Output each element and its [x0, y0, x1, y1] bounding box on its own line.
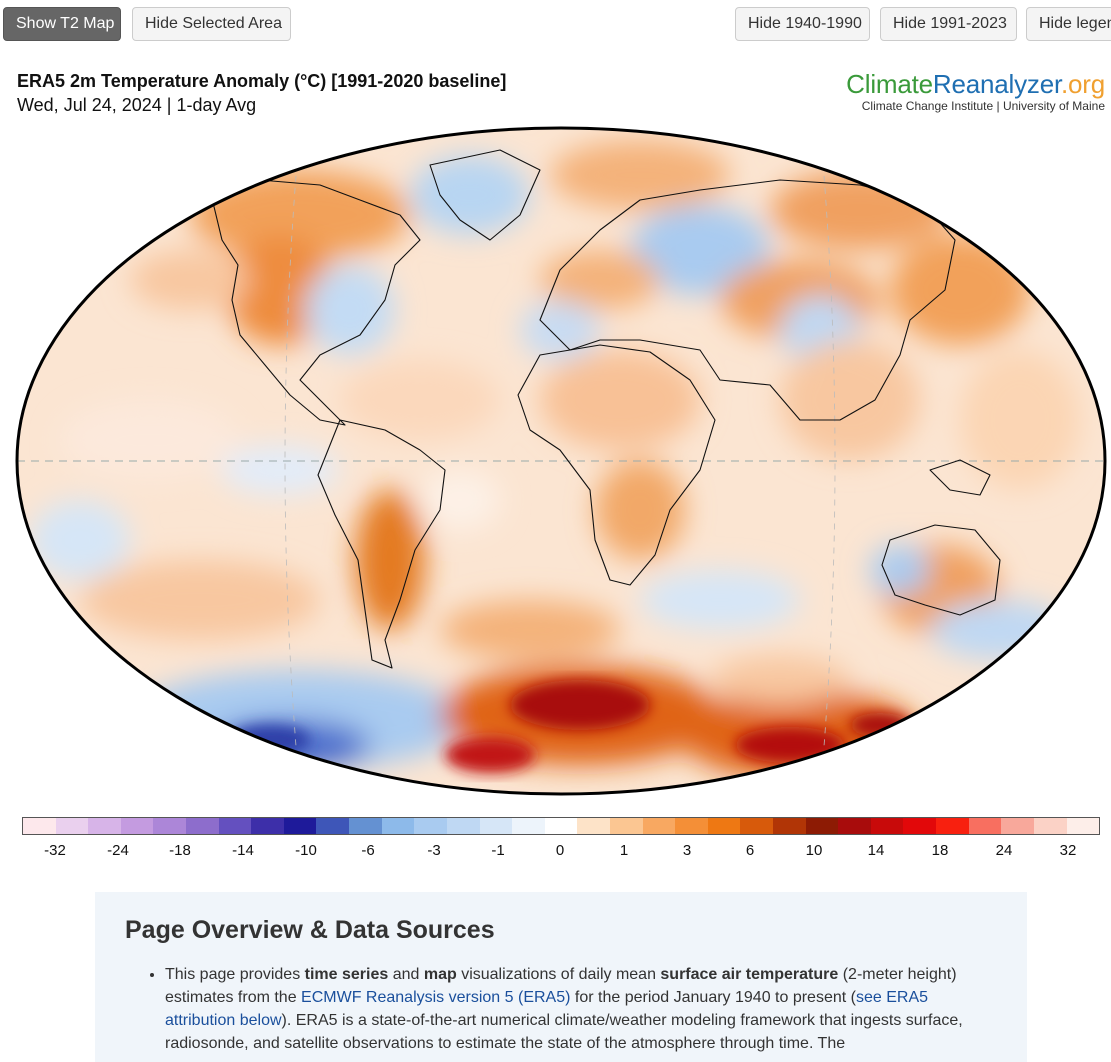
colorbar-swatch: [642, 818, 676, 834]
colorbar-swatch: [903, 818, 937, 834]
colorbar-tick-label: 24: [995, 842, 1013, 859]
logo-part-org: .org: [1060, 69, 1105, 99]
colorbar-swatch: [1033, 818, 1067, 834]
colorbar-swatch: [316, 818, 350, 834]
north-america-outline: [209, 179, 421, 426]
colorbar-tick-label: 6: [745, 842, 755, 859]
hide-selected-area-button[interactable]: Hide Selected Area: [132, 7, 291, 41]
overview-text: This page provides: [165, 966, 305, 983]
colorbar-swatch: [609, 818, 643, 834]
colorbar-tick-label: -18: [169, 842, 191, 859]
overview-item: This page provides time series and map v…: [165, 963, 997, 1055]
colorbar-tick-label: 32: [1059, 842, 1077, 859]
overview-text: visualizations of daily mean: [456, 966, 661, 983]
colorbar-tick-label: 1: [619, 842, 629, 859]
colorbar-tick-label: -1: [491, 842, 505, 859]
africa-outline: [517, 344, 716, 586]
logo-part-climate: Climate: [846, 69, 933, 99]
colorbar-tick-label: 3: [682, 842, 692, 859]
colorbar-tick-label: 0: [555, 842, 565, 859]
colorbar-tick-label: 14: [867, 842, 885, 859]
colorbar-swatch: [544, 818, 578, 834]
colorbar-swatch: [1066, 818, 1100, 834]
colorbar-swatch: [251, 818, 284, 834]
logo-wordmark: ClimateReanalyzer.org: [846, 70, 1105, 98]
overview-bold-text: time series: [304, 966, 389, 983]
hide-legend-button[interactable]: Hide legend: [1026, 7, 1111, 41]
hide-1991-2023-button[interactable]: Hide 1991-2023: [880, 7, 1017, 41]
colorbar-tick-label: 10: [805, 842, 823, 859]
overview-text: and: [388, 966, 424, 983]
colorbar-tick-label: -10: [295, 842, 317, 859]
colorbar-swatch: [479, 818, 513, 834]
colorbar-swatch: [968, 818, 1002, 834]
colorbar-swatch: [936, 818, 969, 834]
era5-link[interactable]: ECMWF Reanalysis version 5 (ERA5): [301, 989, 571, 1006]
colorbar-swatch: [186, 818, 219, 834]
colorbar-swatch: [349, 818, 382, 834]
colorbar-tick-label: -6: [361, 842, 375, 859]
show-t2-map-button[interactable]: Show T2 Map: [3, 7, 121, 41]
colorbar-tick-label: -3: [427, 842, 441, 859]
overview-bold-text: surface air temperature: [660, 966, 839, 983]
era5-attribution-link[interactable]: see ERA5 attribution below: [165, 989, 929, 1029]
colorbar-swatch: [218, 818, 252, 834]
colorbar-swatch: [446, 818, 480, 834]
overview-text: for the period January 1940 to present (: [570, 989, 856, 1006]
colorbar-swatch: [740, 818, 774, 834]
greenland-outline: [429, 149, 541, 241]
colorbar-legend: [22, 817, 1100, 835]
logo-tagline: Climate Change Institute | University of…: [861, 99, 1105, 113]
colorbar-swatch: [120, 818, 154, 834]
overview-panel: Page Overview & Data Sources This page p…: [95, 892, 1027, 1062]
overview-bold-text: map: [423, 966, 457, 983]
colorbar-swatch: [88, 818, 121, 834]
colorbar-swatch: [805, 818, 839, 834]
map-title: ERA5 2m Temperature Anomaly (°C) [1991-2…: [17, 71, 507, 91]
colorbar-swatch: [153, 818, 187, 834]
climate-reanalyzer-logo[interactable]: ClimateReanalyzer.org Climate Change Ins…: [846, 70, 1105, 113]
logo-part-reanalyzer: Reanalyzer: [932, 69, 1061, 99]
map-subtitle: Wed, Jul 24, 2024 | 1-day Avg: [17, 95, 257, 115]
colorbar-swatch: [838, 818, 871, 834]
overview-text: ). ERA5 is a state-of-the-art numerical …: [165, 1012, 963, 1052]
overview-text: (2-meter height) estimates from the: [165, 966, 957, 1006]
coastlines: [209, 149, 1001, 669]
colorbar-swatch: [23, 818, 56, 834]
australia-outline: [881, 524, 1001, 616]
colorbar-swatch: [381, 818, 415, 834]
colorbar-swatch: [1001, 818, 1034, 834]
overview-heading: Page Overview & Data Sources: [125, 916, 495, 944]
colorbar-tick-label: -32: [44, 842, 66, 859]
colorbar-swatch: [283, 818, 317, 834]
overview-list: This page provides time series and map v…: [125, 963, 997, 1055]
colorbar-swatch: [414, 818, 447, 834]
hide-1940-1990-button[interactable]: Hide 1940-1990: [735, 7, 870, 41]
colorbar-swatch: [870, 818, 904, 834]
colorbar-swatch: [512, 818, 545, 834]
colorbar-swatch: [707, 818, 741, 834]
colorbar-tick-label: 18: [931, 842, 949, 859]
colorbar-swatch: [577, 818, 610, 834]
colorbar-swatch: [675, 818, 708, 834]
colorbar-tick-label: -24: [107, 842, 129, 859]
globe-border: [15, 126, 1107, 796]
colorbar-swatch: [773, 818, 806, 834]
colorbar-tick-label: -14: [232, 842, 254, 859]
colorbar-swatch: [55, 818, 89, 834]
eurasia-outline: [539, 179, 956, 421]
temperature-anomaly-map[interactable]: [0, 124, 1111, 804]
south-america-outline: [317, 419, 446, 669]
anomaly-field: [17, 128, 1105, 794]
southeast-asia-islands-outline: [929, 459, 991, 496]
